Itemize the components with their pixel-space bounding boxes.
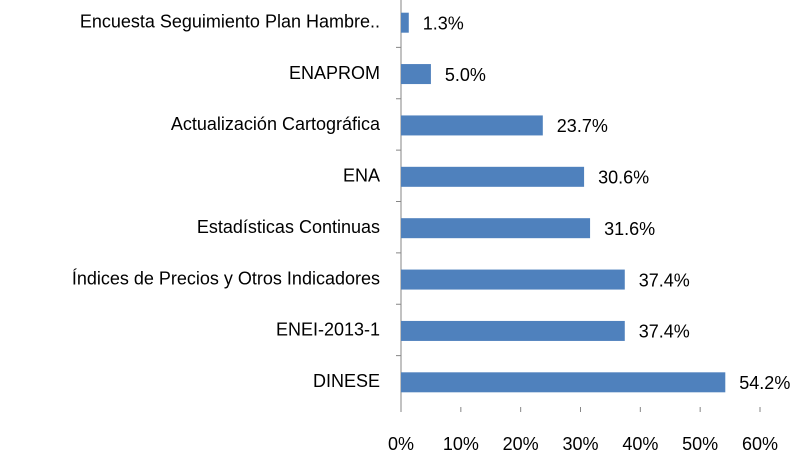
data-label: 1.3%: [423, 13, 464, 33]
bar: [401, 269, 625, 290]
data-label: 37.4%: [639, 270, 690, 290]
y-tick-label: Actualización Cartográfica: [171, 114, 381, 134]
bar: [401, 320, 625, 341]
data-label: 37.4%: [639, 322, 690, 342]
y-tick-label: Estadísticas Continuas: [197, 217, 380, 237]
x-tick-label: 20%: [503, 434, 539, 454]
x-tick-label: 60%: [742, 434, 778, 454]
y-tick-label: Encuesta Seguimiento Plan Hambre..: [80, 11, 380, 31]
x-tick-label: 10%: [443, 434, 479, 454]
y-tick-label: Índices de Precios y Otros Indicadores: [72, 268, 380, 288]
data-label: 5.0%: [445, 65, 486, 85]
bar: [401, 64, 431, 85]
y-tick-label: ENEI-2013-1: [276, 320, 380, 340]
data-label: 30.6%: [598, 168, 649, 188]
data-label: 23.7%: [557, 116, 608, 136]
y-tick-label: ENAPROM: [289, 63, 380, 83]
bar: [401, 218, 591, 239]
x-tick-label: 40%: [622, 434, 658, 454]
bar: [401, 12, 409, 33]
x-tick-label: 0%: [388, 434, 414, 454]
y-tick-label: ENA: [343, 166, 380, 186]
bar: [401, 115, 543, 136]
x-tick-label: 30%: [562, 434, 598, 454]
y-tick-label: DINESE: [313, 371, 380, 391]
bar: [401, 166, 585, 187]
bar: [401, 372, 726, 393]
data-label: 31.6%: [604, 219, 655, 239]
data-label: 54.2%: [739, 373, 790, 393]
x-tick-label: 50%: [682, 434, 718, 454]
